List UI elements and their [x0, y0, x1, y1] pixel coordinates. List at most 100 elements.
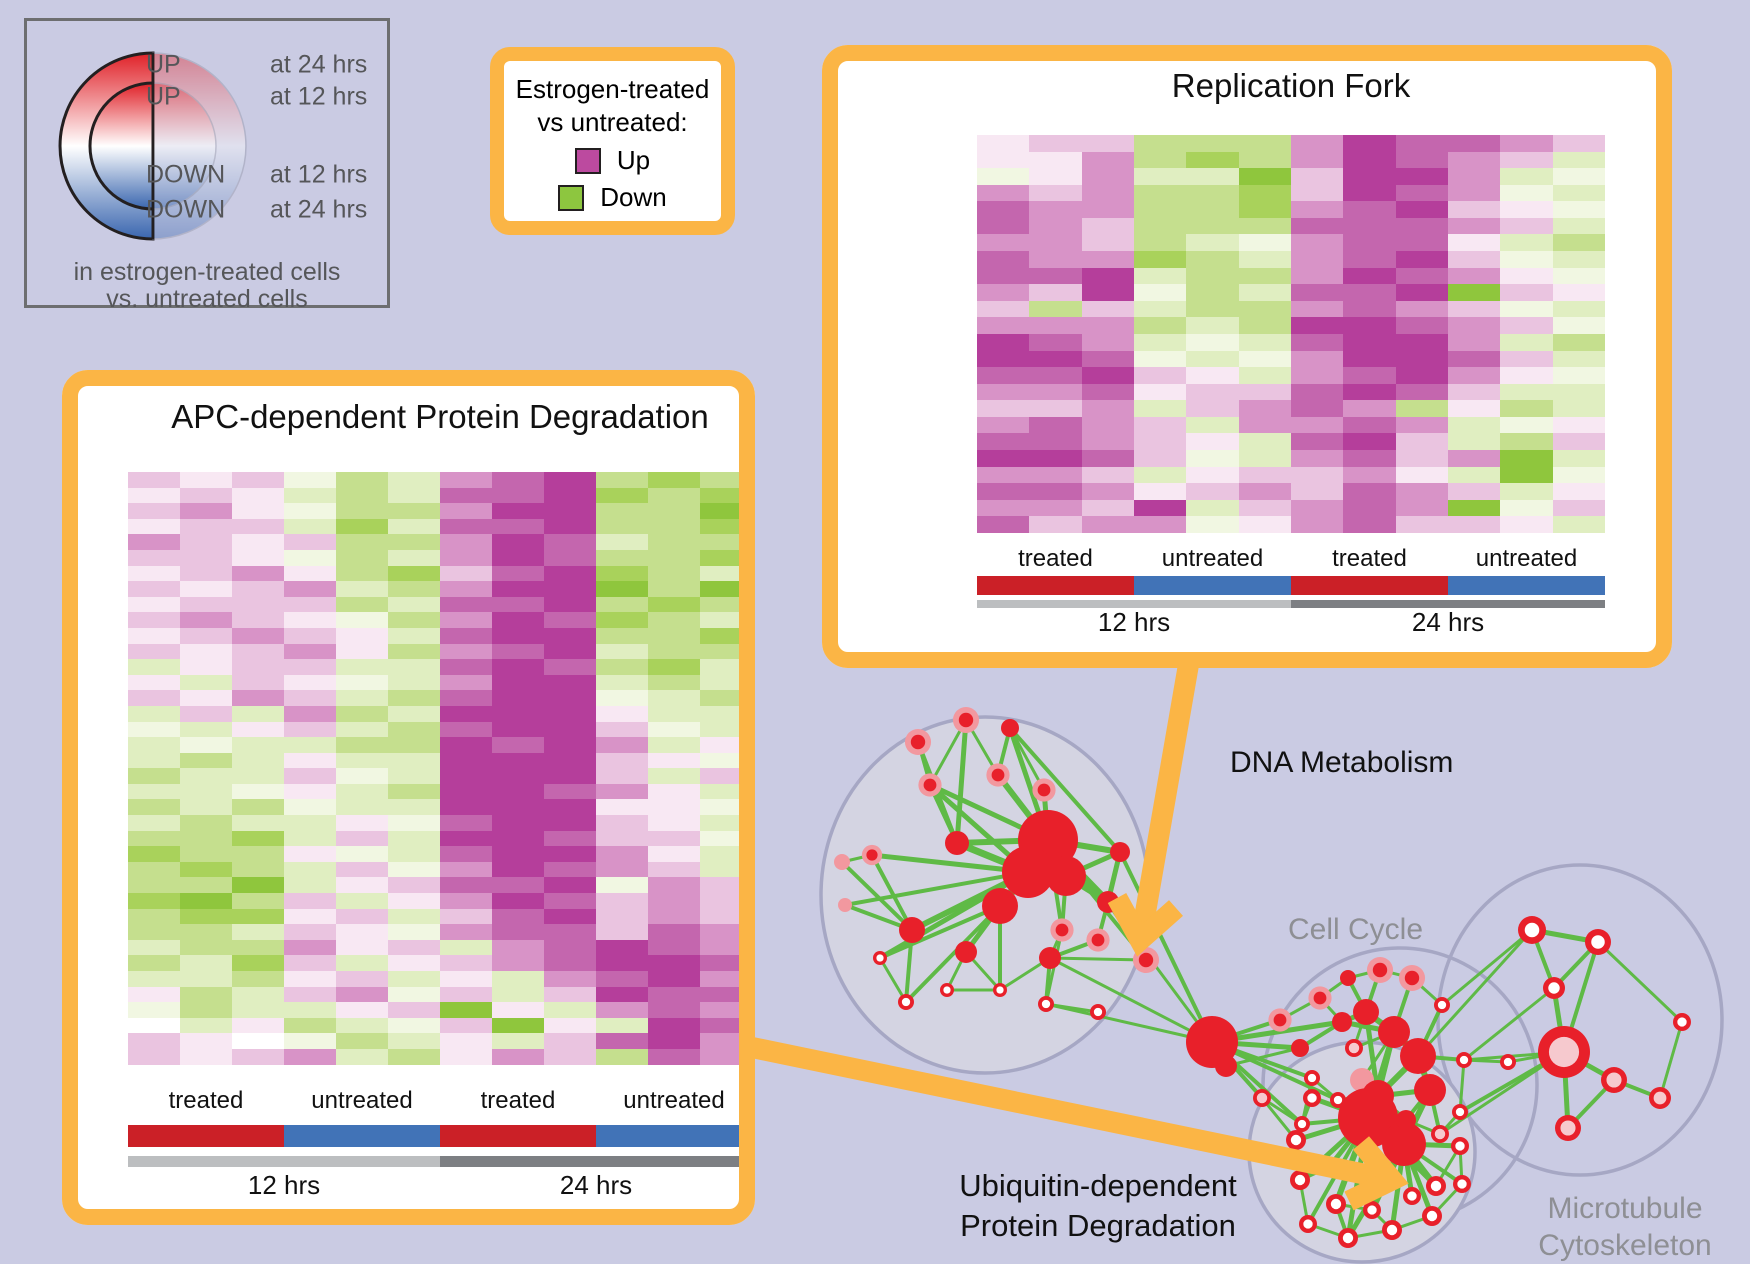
- panel-title: APC-dependent Protein Degradation: [171, 398, 709, 435]
- time-bar: [440, 1156, 752, 1167]
- gene-node: [1353, 999, 1379, 1025]
- heatmap-row: [128, 659, 752, 675]
- down-label: Down: [600, 182, 667, 212]
- gene-node: [1414, 1074, 1446, 1106]
- gene-node-core: [901, 997, 911, 1007]
- apc-heatmap: [128, 472, 752, 1065]
- heatmap-row: [977, 449, 1605, 467]
- gene-node-core: [1273, 1013, 1287, 1027]
- key-title-line1: Estrogen-treated: [515, 74, 710, 104]
- heatmap-row: [128, 612, 752, 628]
- gene-node-core: [1407, 1191, 1417, 1201]
- heatmap-row: [977, 251, 1605, 268]
- key-title: Estrogen-treated vs untreated:: [504, 73, 721, 139]
- time-label: 24 hrs: [1411, 607, 1485, 637]
- heatmap-row: [128, 815, 752, 831]
- network-edge: [840, 860, 914, 932]
- key-item-down: Down: [504, 182, 721, 213]
- gene-node: [1110, 842, 1130, 862]
- heatmap-row: [977, 201, 1605, 218]
- heatmap-row: [977, 367, 1605, 384]
- estrogen-key-box: Estrogen-treated vs untreated: Up Down: [490, 47, 735, 235]
- treated-bar: [977, 576, 1134, 595]
- panel-title: Replication Fork: [1171, 67, 1411, 104]
- heatmap-row: [128, 690, 752, 706]
- cluster-label-cell-cycle: Cell Cycle: [1288, 913, 1424, 946]
- heatmap-row: [977, 516, 1605, 533]
- heatmap-row: [128, 1017, 752, 1034]
- heatmap-row: [128, 908, 752, 925]
- gene-node: [1340, 970, 1356, 986]
- network-edge: [1048, 956, 1214, 1044]
- up-swatch-icon: [574, 147, 601, 174]
- column-group-label: treated: [1018, 545, 1093, 572]
- gene-node-core: [958, 712, 974, 728]
- time-bar: [1291, 600, 1605, 608]
- heatmap-row: [977, 433, 1605, 450]
- gene-node-core: [1524, 922, 1540, 938]
- gene-node-core: [1055, 923, 1069, 937]
- gene-node-core: [1091, 933, 1105, 947]
- gene-node: [1291, 1039, 1309, 1057]
- legend-time: at 12 hrs: [270, 82, 368, 111]
- heatmap-row: [128, 705, 752, 722]
- legend-footer-line1: in estrogen-treated cells: [73, 258, 341, 286]
- heatmap-row: [128, 674, 752, 691]
- gene-node-core: [1372, 962, 1388, 978]
- time-label: 12 hrs: [1097, 607, 1171, 637]
- connector-arrowhead-icon: [1107, 892, 1183, 957]
- network-edge: [878, 956, 908, 1004]
- heatmap-row: [128, 503, 752, 519]
- gene-node-core: [1430, 1180, 1442, 1192]
- legend-time: at 24 hrs: [270, 195, 368, 224]
- heatmap-row: [977, 300, 1605, 318]
- gene-node-core: [1307, 1073, 1317, 1083]
- heatmap-row: [977, 333, 1605, 351]
- heatmap-row: [128, 783, 752, 800]
- network-edge: [904, 904, 1002, 1004]
- gene-node-core: [1313, 991, 1327, 1005]
- gene-node-core: [1457, 1179, 1467, 1189]
- legend-word: UP: [146, 50, 181, 79]
- heatmap-row: [128, 1033, 752, 1049]
- network-edge: [1596, 940, 1684, 1024]
- gene-node: [1002, 846, 1054, 898]
- ubiquitin-line2: Protein Degradation: [960, 1208, 1236, 1243]
- heatmap-row: [128, 534, 752, 550]
- untreated-bar: [1448, 576, 1605, 595]
- legend-word: DOWN: [146, 160, 226, 189]
- gene-node: [1378, 1016, 1410, 1048]
- network-edge: [870, 853, 914, 932]
- heatmap-row: [128, 846, 752, 862]
- gene-node: [1046, 856, 1086, 896]
- untreated-bar: [284, 1125, 440, 1147]
- heatmap-row: [128, 752, 752, 769]
- gene-node: [1215, 1055, 1237, 1077]
- gene-node: [1396, 1110, 1416, 1130]
- network-edge: [1440, 928, 1534, 1007]
- gene-node: [1186, 1016, 1238, 1068]
- gene-node-core: [1386, 1224, 1398, 1236]
- gene-node-core: [1459, 1055, 1469, 1065]
- gene-node-core: [1548, 1036, 1580, 1068]
- heatmap-row: [977, 383, 1605, 401]
- treated-bar: [440, 1125, 596, 1147]
- heatmap-row: [977, 499, 1605, 517]
- column-group-label: untreated: [1161, 545, 1264, 572]
- gene-node-pale: [834, 854, 850, 870]
- key-item-up: Up: [504, 145, 721, 176]
- network-edge: [1658, 1020, 1684, 1100]
- legend-word: DOWN: [146, 195, 226, 224]
- gene-node: [1362, 1080, 1394, 1112]
- color-scale-legend-box: UP at 24 hrs UP at 12 hrs DOWN at 12 hrs…: [24, 18, 390, 313]
- heatmap-row: [128, 971, 752, 987]
- replication-fork-heatmap: [977, 135, 1605, 533]
- gene-node-core: [1093, 1007, 1103, 1017]
- network-edge: [1044, 1002, 1214, 1044]
- up-label: Up: [616, 145, 651, 175]
- connector-arrowhead-icon: [1344, 1136, 1409, 1211]
- untreated-bar: [1134, 576, 1291, 595]
- gene-node-core: [996, 986, 1004, 994]
- heatmap-row: [128, 799, 752, 816]
